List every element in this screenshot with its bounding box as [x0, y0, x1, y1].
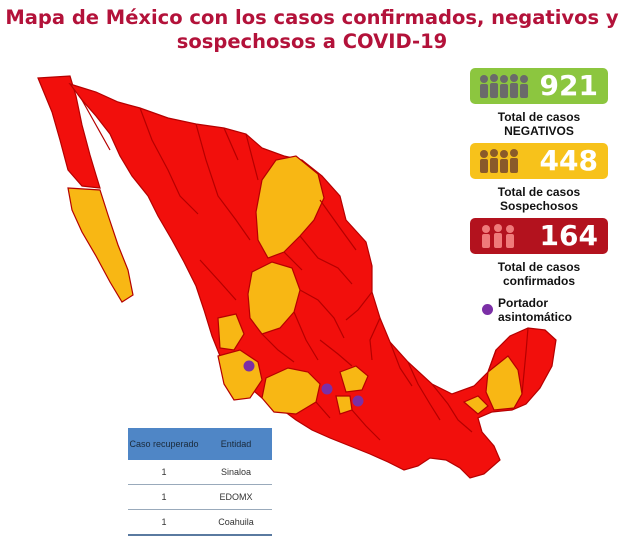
- state-chihuahua[interactable]: [255, 155, 325, 259]
- header-entity-text: Entidad: [220, 438, 252, 449]
- row-count: 1: [128, 484, 200, 510]
- recovered-cases-table: Caso recuperado Entidad 1 Sinaloa 1 EDOM…: [128, 428, 272, 536]
- header-recovered: Caso recuperado: [128, 428, 200, 460]
- confirmed-cases-label: Total de casos confirmados: [470, 260, 608, 288]
- row-entity: Sinaloa: [200, 460, 272, 485]
- negative-cases-value: 921: [539, 69, 598, 102]
- table-row: 1 Coahuila: [128, 509, 272, 536]
- table-header-row: Caso recuperado Entidad: [128, 428, 272, 460]
- map-title-line2: sospechosos a COVID-19: [176, 30, 448, 53]
- mainland-confirmed-states[interactable]: [68, 82, 557, 479]
- negative-cases-card: 921 Total de casos NEGATIVOS: [470, 68, 608, 138]
- suspect-cases-card: 448 Total de casos Sospechosos: [470, 143, 608, 213]
- confirmed-cases-badge: 164: [470, 218, 608, 254]
- state-borders: [81, 99, 529, 441]
- legend-dot-icon: [482, 304, 493, 315]
- state-tabasco[interactable]: [462, 395, 489, 415]
- people-icon: [482, 224, 514, 248]
- suspect-label-line2: Sospechosos: [499, 199, 579, 213]
- asymptomatic-marker: [243, 360, 255, 372]
- confirmed-cases-value: 164: [539, 219, 598, 252]
- state-durango[interactable]: [247, 261, 301, 335]
- state-baja-california[interactable]: [37, 75, 101, 189]
- row-count: 1: [128, 509, 200, 536]
- state-baja-california-sur[interactable]: [67, 187, 134, 303]
- map-title: Mapa de México con los casos confirmados…: [0, 6, 624, 54]
- negative-label-line1: Total de casos: [497, 110, 581, 124]
- suspect-cases-badge: 448: [470, 143, 608, 179]
- header-entity: Entidad: [200, 428, 272, 460]
- suspect-cases-value: 448: [539, 144, 598, 177]
- header-recovered-text: Caso recuperado: [129, 438, 199, 449]
- negative-label-line2: NEGATIVOS: [504, 124, 574, 138]
- legend-label-line2: asintomático: [498, 310, 573, 324]
- asymptomatic-marker: [321, 383, 333, 395]
- legend-label-line1: Portador: [498, 296, 549, 310]
- people-icon: [480, 149, 518, 173]
- asymptomatic-marker: [352, 395, 364, 407]
- table-row: 1 Sinaloa: [128, 460, 272, 485]
- state-hidalgo[interactable]: [339, 365, 369, 393]
- row-count: 1: [128, 460, 200, 485]
- row-entity: Coahuila: [200, 509, 272, 536]
- confirmed-label-line2: confirmados: [502, 274, 575, 288]
- table-row: 1 EDOMX: [128, 484, 272, 510]
- suspect-label-line1: Total de casos: [497, 185, 581, 199]
- people-icon: [480, 74, 528, 98]
- legend-label: Portador asintomático: [498, 296, 572, 324]
- map-title-line1: Mapa de México con los casos confirmados…: [5, 6, 619, 29]
- confirmed-cases-card: 164 Total de casos confirmados: [470, 218, 608, 288]
- row-entity: EDOMX: [200, 484, 272, 510]
- negative-cases-badge: 921: [470, 68, 608, 104]
- suspect-cases-label: Total de casos Sospechosos: [470, 185, 608, 213]
- state-campeche[interactable]: [485, 355, 523, 411]
- negative-cases-label: Total de casos NEGATIVOS: [470, 110, 608, 138]
- confirmed-label-line1: Total de casos: [497, 260, 581, 274]
- state-nayarit[interactable]: [217, 313, 245, 351]
